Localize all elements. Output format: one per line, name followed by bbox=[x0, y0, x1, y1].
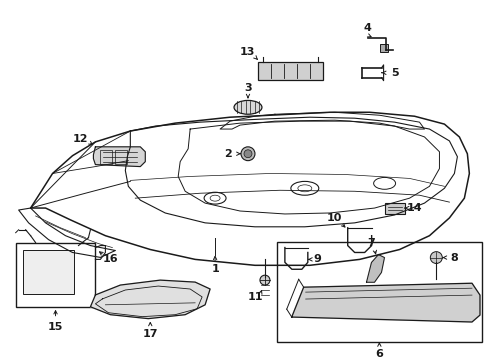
Ellipse shape bbox=[234, 100, 262, 114]
Text: 3: 3 bbox=[244, 82, 252, 93]
Bar bbox=[115, 150, 127, 163]
Text: 7: 7 bbox=[368, 238, 375, 248]
Text: 2: 2 bbox=[224, 149, 232, 159]
Polygon shape bbox=[94, 147, 145, 167]
Text: 12: 12 bbox=[73, 134, 88, 144]
Text: 16: 16 bbox=[102, 255, 118, 264]
Text: 8: 8 bbox=[450, 253, 458, 262]
Text: 11: 11 bbox=[247, 292, 263, 302]
Bar bbox=[23, 249, 74, 294]
Text: 5: 5 bbox=[391, 68, 398, 78]
Bar bbox=[277, 242, 482, 342]
Polygon shape bbox=[91, 280, 210, 319]
Circle shape bbox=[430, 252, 442, 264]
Polygon shape bbox=[367, 255, 385, 282]
Text: 17: 17 bbox=[143, 329, 158, 339]
Text: 10: 10 bbox=[327, 213, 343, 223]
Text: 1: 1 bbox=[211, 264, 219, 274]
Bar bbox=[16, 243, 96, 307]
Text: 13: 13 bbox=[239, 47, 255, 57]
Text: 6: 6 bbox=[375, 349, 383, 359]
Bar bbox=[258, 62, 323, 80]
Bar bbox=[100, 150, 112, 163]
Circle shape bbox=[241, 147, 255, 161]
Circle shape bbox=[260, 275, 270, 285]
Text: 4: 4 bbox=[364, 23, 371, 33]
Text: 14: 14 bbox=[407, 203, 422, 213]
Text: 9: 9 bbox=[314, 255, 322, 264]
Circle shape bbox=[244, 150, 252, 158]
Bar bbox=[380, 44, 388, 52]
Polygon shape bbox=[292, 283, 480, 322]
Text: 15: 15 bbox=[48, 321, 63, 332]
Bar bbox=[385, 203, 405, 214]
